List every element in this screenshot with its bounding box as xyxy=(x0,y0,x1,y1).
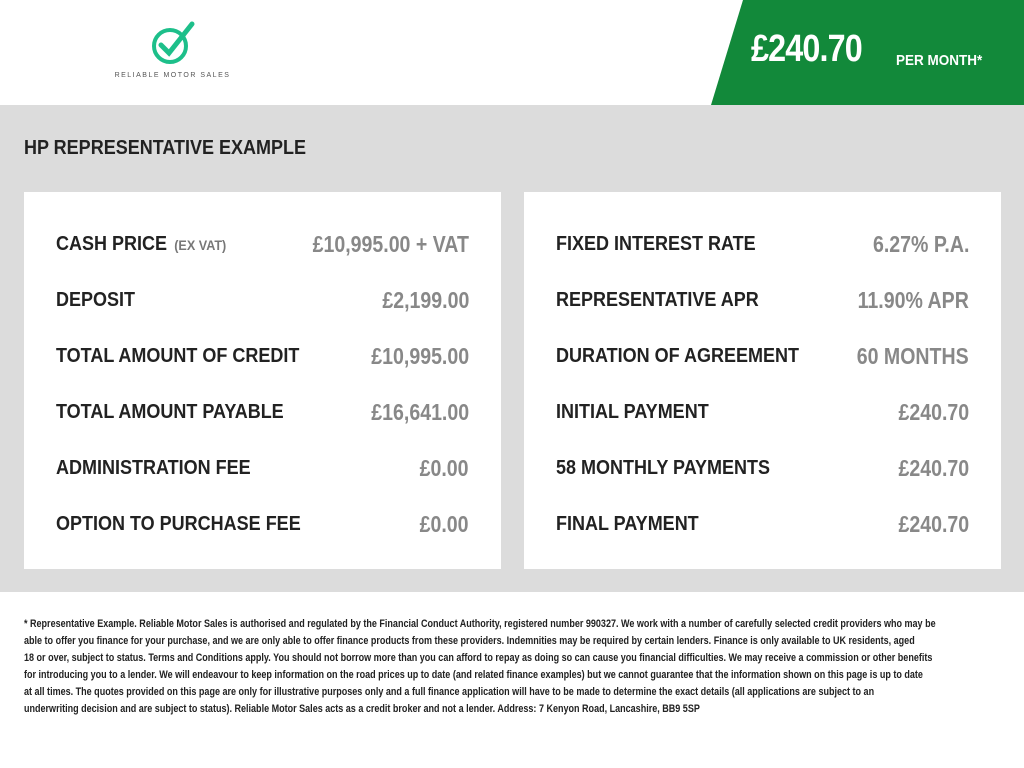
row-label: DURATION OF AGREEMENT xyxy=(556,345,799,368)
disclaimer: * Representative Example. Reliable Motor… xyxy=(24,616,1024,718)
finance-row: INITIAL PAYMENT £240.70 xyxy=(556,384,969,440)
price-banner: £240.70 PER MONTH* xyxy=(711,0,1024,105)
finance-row: ADMINISTRATION FEE £0.00 xyxy=(56,440,469,496)
row-label: REPRESENTATIVE APR xyxy=(556,289,759,312)
row-label-text: DURATION OF AGREEMENT xyxy=(556,344,799,367)
row-label: 58 MONTHLY PAYMENTS xyxy=(556,457,770,480)
finance-row: OPTION TO PURCHASE FEE £0.00 xyxy=(56,496,469,552)
row-label: FIXED INTEREST RATE xyxy=(556,233,756,256)
row-label: TOTAL AMOUNT OF CREDIT xyxy=(56,345,299,368)
row-value: £240.70 xyxy=(898,510,969,537)
finance-card-left: CASH PRICE (EX VAT) £10,995.00 + VAT DEPOSI… xyxy=(24,192,501,569)
row-label-text: ADMINISTRATION FEE xyxy=(56,456,251,479)
row-label: ADMINISTRATION FEE xyxy=(56,457,251,480)
disclaimer-line: 18 or over, subject to status. Terms and… xyxy=(24,652,933,664)
checkmark-logo-icon xyxy=(151,21,194,64)
row-label-text: REPRESENTATIVE APR xyxy=(556,288,759,311)
row-label-text: 58 MONTHLY PAYMENTS xyxy=(556,456,771,479)
row-value: 6.27% P.A. xyxy=(872,230,969,257)
finance-row: 58 MONTHLY PAYMENTS £240.70 xyxy=(556,440,969,496)
row-value: £0.00 xyxy=(420,510,469,537)
monthly-price: £240.70 xyxy=(751,28,863,70)
disclaimer-line: * Representative Example. Reliable Motor… xyxy=(24,618,936,630)
row-label: FINAL PAYMENT xyxy=(556,513,699,536)
row-label: OPTION TO PURCHASE FEE xyxy=(56,513,301,536)
row-label-text: FINAL PAYMENT xyxy=(556,512,699,535)
row-label-text: TOTAL AMOUNT PAYABLE xyxy=(56,400,284,423)
row-value: £10,995.00 xyxy=(371,342,469,369)
finance-row: TOTAL AMOUNT OF CREDIT £10,995.00 xyxy=(56,328,469,384)
row-value: 11.90% APR xyxy=(857,286,969,313)
row-label: DEPOSIT xyxy=(56,289,135,312)
row-value: £240.70 xyxy=(898,454,969,481)
logo[interactable]: RELIABLE MOTOR SALES xyxy=(100,20,245,85)
row-label: INITIAL PAYMENT xyxy=(556,401,709,424)
row-label-text: TOTAL AMOUNT OF CREDIT xyxy=(56,344,300,367)
logo-text: RELIABLE MOTOR SALES xyxy=(114,72,231,79)
disclaimer-line: for introducing you to a lender. We will… xyxy=(24,669,923,681)
disclaimer-line: at all times. The quotes provided on thi… xyxy=(24,686,875,698)
row-value: £16,641.00 xyxy=(371,398,469,425)
finance-row: REPRESENTATIVE APR 11.90% APR xyxy=(556,272,969,328)
row-value: £10,995.00 + VAT xyxy=(312,230,469,257)
row-label-text: OPTION TO PURCHASE FEE xyxy=(56,512,301,535)
finance-section: HP REPRESENTATIVE EXAMPLE CASH PRICE (EX … xyxy=(0,105,1024,592)
section-title: HP REPRESENTATIVE EXAMPLE xyxy=(24,137,307,159)
row-value: £240.70 xyxy=(898,398,969,425)
row-value: 60 MONTHS xyxy=(857,342,969,369)
disclaimer-line: underwriting decision and are subject to… xyxy=(24,703,700,715)
finance-row: FIXED INTEREST RATE 6.27% P.A. xyxy=(556,216,969,272)
disclaimer-line: able to offer you finance for your purch… xyxy=(24,635,915,647)
finance-card-right: FIXED INTEREST RATE 6.27% P.A. REPRESENTAT… xyxy=(524,192,1001,569)
finance-row: DURATION OF AGREEMENT 60 MONTHS xyxy=(556,328,969,384)
finance-row: DEPOSIT £2,199.00 xyxy=(56,272,469,328)
row-label-text: DEPOSIT xyxy=(56,288,136,311)
finance-row: CASH PRICE (EX VAT) £10,995.00 + VAT xyxy=(56,216,469,272)
row-value: £2,199.00 xyxy=(382,286,469,313)
row-label-note: (EX VAT) xyxy=(174,236,227,253)
row-label-text: INITIAL PAYMENT xyxy=(556,400,709,423)
header: RELIABLE MOTOR SALES £240.70 PER MONTH* xyxy=(0,0,1024,105)
row-label-text: FIXED INTEREST RATE xyxy=(556,232,756,255)
per-month-label: PER MONTH* xyxy=(896,52,983,69)
row-value: £0.00 xyxy=(420,454,469,481)
row-label: CASH PRICE (EX VAT) xyxy=(56,233,226,256)
row-label-text: CASH PRICE xyxy=(56,232,168,255)
row-label: TOTAL AMOUNT PAYABLE xyxy=(56,401,284,424)
finance-row: TOTAL AMOUNT PAYABLE £16,641.00 xyxy=(56,384,469,440)
finance-row: FINAL PAYMENT £240.70 xyxy=(556,496,969,552)
